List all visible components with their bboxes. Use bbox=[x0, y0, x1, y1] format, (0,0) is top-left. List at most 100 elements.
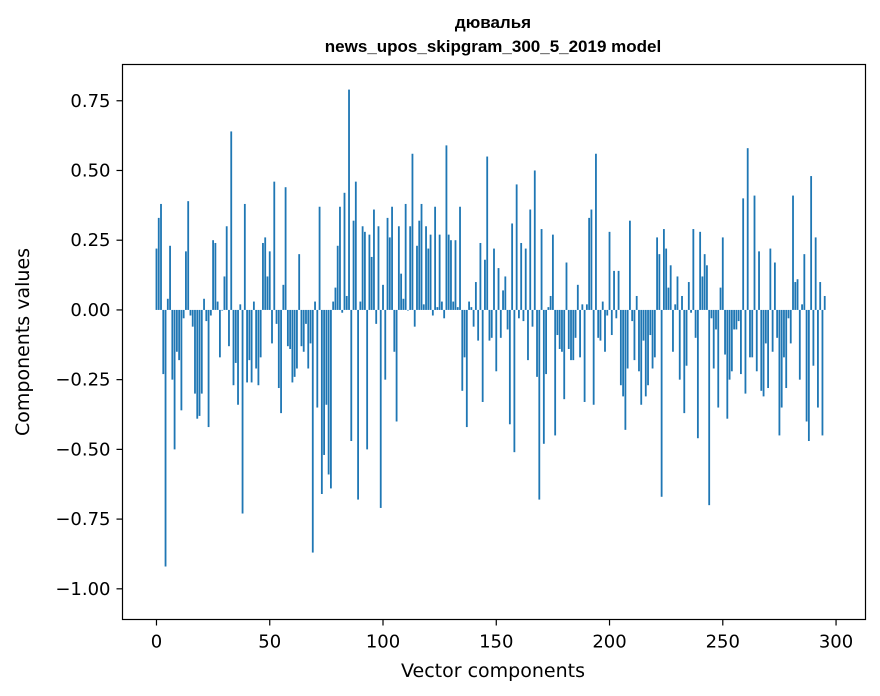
bar bbox=[640, 309, 643, 405]
bar bbox=[502, 290, 504, 310]
bar bbox=[357, 309, 359, 500]
bar bbox=[642, 309, 645, 341]
bar bbox=[384, 309, 387, 380]
bar bbox=[814, 237, 817, 310]
bar bbox=[769, 248, 772, 310]
bar bbox=[660, 309, 663, 497]
bar bbox=[715, 309, 717, 330]
bar bbox=[601, 301, 604, 310]
bar bbox=[225, 226, 228, 310]
chart-title: дювалья bbox=[455, 13, 531, 32]
bar bbox=[524, 248, 527, 310]
bar bbox=[246, 309, 248, 383]
bar bbox=[205, 309, 208, 322]
bar bbox=[658, 254, 661, 310]
x-axis-label: Vector components bbox=[401, 660, 585, 682]
bar bbox=[651, 309, 654, 369]
bar bbox=[608, 231, 611, 310]
bar bbox=[293, 309, 296, 377]
bar bbox=[687, 282, 690, 310]
bar bbox=[499, 309, 502, 338]
bar bbox=[572, 309, 575, 361]
bar bbox=[619, 309, 622, 386]
bar bbox=[291, 309, 294, 383]
bar bbox=[166, 298, 169, 310]
bar bbox=[678, 309, 681, 380]
bar bbox=[266, 276, 269, 310]
bar bbox=[386, 217, 389, 310]
y-axis: −1.00 −0.75 −0.50 −0.25 0.00 0.25 0.50 0.75 bbox=[55, 91, 123, 600]
x-tick-label: 150 bbox=[479, 632, 513, 653]
bar bbox=[395, 309, 398, 422]
bar bbox=[656, 237, 658, 310]
bar bbox=[823, 295, 826, 310]
bar bbox=[778, 309, 781, 436]
bar bbox=[789, 309, 792, 344]
bar bbox=[615, 309, 618, 319]
bar bbox=[300, 309, 303, 347]
bar bbox=[248, 309, 251, 361]
bar bbox=[542, 309, 545, 444]
bar bbox=[488, 309, 491, 341]
bar bbox=[286, 309, 289, 347]
bar bbox=[271, 309, 273, 344]
bar bbox=[157, 217, 160, 310]
bar bbox=[597, 309, 600, 338]
bar bbox=[753, 195, 756, 310]
bar bbox=[307, 309, 310, 369]
bar bbox=[819, 282, 822, 310]
bar bbox=[311, 309, 314, 553]
bar bbox=[397, 226, 400, 310]
bar bbox=[803, 254, 806, 310]
bar bbox=[490, 309, 493, 338]
bar bbox=[352, 220, 355, 310]
bar bbox=[450, 240, 452, 310]
bar bbox=[459, 206, 461, 310]
bar bbox=[314, 301, 316, 310]
bar bbox=[536, 309, 538, 377]
bar bbox=[515, 184, 518, 310]
bar bbox=[685, 309, 688, 366]
bar bbox=[665, 248, 668, 310]
bar bbox=[520, 242, 523, 310]
bar bbox=[470, 307, 473, 310]
bar bbox=[810, 176, 813, 310]
bar bbox=[801, 304, 803, 310]
bar bbox=[443, 309, 446, 319]
bar bbox=[257, 309, 260, 386]
bar bbox=[255, 309, 258, 369]
y-tick-label: 0.50 bbox=[70, 160, 110, 181]
bar bbox=[162, 309, 165, 375]
bar bbox=[773, 262, 776, 310]
bar bbox=[341, 309, 344, 313]
bar bbox=[305, 309, 307, 324]
bar bbox=[792, 195, 794, 310]
y-tick-label: 0.75 bbox=[70, 91, 110, 112]
bar bbox=[373, 209, 375, 310]
bar bbox=[361, 226, 364, 310]
bar bbox=[817, 309, 819, 408]
bar bbox=[565, 262, 568, 310]
bar bbox=[155, 248, 158, 310]
bar bbox=[504, 276, 507, 310]
bar bbox=[755, 309, 758, 372]
bar bbox=[370, 256, 373, 310]
bar bbox=[434, 206, 437, 310]
bar bbox=[484, 259, 486, 310]
bar bbox=[264, 237, 267, 310]
bar bbox=[169, 245, 171, 310]
bar bbox=[558, 309, 561, 349]
y-tick-label: −0.50 bbox=[55, 439, 110, 460]
bar bbox=[493, 248, 495, 310]
bar bbox=[764, 309, 767, 344]
bar bbox=[749, 309, 751, 358]
bar bbox=[681, 295, 683, 310]
bar bbox=[416, 245, 418, 310]
bar bbox=[588, 217, 591, 310]
bar bbox=[413, 309, 416, 327]
bar bbox=[712, 309, 715, 369]
bar bbox=[610, 309, 613, 336]
bar bbox=[465, 309, 468, 428]
bar bbox=[733, 309, 736, 330]
bar bbox=[554, 309, 557, 436]
